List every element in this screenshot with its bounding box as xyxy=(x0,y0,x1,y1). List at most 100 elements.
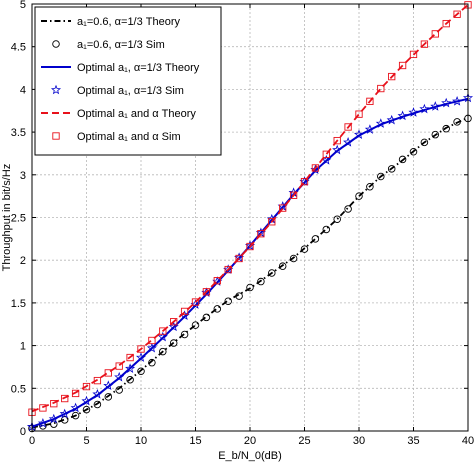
data-point xyxy=(81,395,92,406)
data-point xyxy=(104,369,112,377)
x-axis-label: E_b/N_0(dB) xyxy=(218,450,282,462)
y-tick-label: 3.5 xyxy=(11,127,26,139)
data-point xyxy=(70,402,81,413)
data-point xyxy=(213,277,221,285)
data-point xyxy=(191,298,200,306)
data-point xyxy=(398,61,407,70)
y-tick-label: 5 xyxy=(20,0,26,11)
x-tick-label: 30 xyxy=(353,435,365,447)
data-point xyxy=(114,371,125,382)
data-point xyxy=(289,191,298,199)
legend-item: Optimal a₁, α=1/3 Sim xyxy=(50,84,184,97)
data-point xyxy=(135,352,147,362)
data-point xyxy=(224,297,232,305)
data-point xyxy=(115,362,123,370)
y-tick-label: 1 xyxy=(20,341,26,353)
legend-marker-swatch xyxy=(52,40,60,48)
data-point xyxy=(366,183,374,191)
x-tick-label: 10 xyxy=(135,435,147,447)
legend-item: a₁=0.6, α=1/3 Theory xyxy=(41,16,181,28)
data-point xyxy=(442,19,450,28)
data-point xyxy=(257,277,265,286)
data-point xyxy=(398,155,407,164)
data-point xyxy=(92,388,103,399)
data-point xyxy=(224,265,232,274)
data-point xyxy=(442,124,450,133)
y-tick-label: 2.5 xyxy=(11,213,26,225)
data-point xyxy=(355,110,363,118)
data-point xyxy=(343,137,354,147)
data-point xyxy=(279,204,287,212)
legend-box xyxy=(34,6,222,156)
series-line xyxy=(31,116,469,429)
data-point xyxy=(364,124,375,134)
data-point xyxy=(202,288,211,296)
data-point xyxy=(431,30,439,38)
x-tick-label: 15 xyxy=(189,435,201,447)
data-point xyxy=(202,313,211,322)
data-point xyxy=(278,262,287,270)
x-tick-label: 0 xyxy=(29,435,35,447)
data-point xyxy=(409,50,418,59)
y-axis-label: Throughput in bit/s/Hz xyxy=(1,164,13,272)
data-point xyxy=(322,150,330,158)
data-point xyxy=(104,393,113,401)
data-point xyxy=(386,114,397,125)
data-point xyxy=(431,130,440,139)
data-point xyxy=(159,327,167,335)
legend-label: Optimal a₁ and α Sim xyxy=(77,131,181,143)
data-point xyxy=(452,96,463,106)
y-tick-label: 0 xyxy=(20,426,26,438)
data-point xyxy=(246,242,254,251)
data-point xyxy=(157,331,168,342)
data-point xyxy=(82,405,91,414)
data-point xyxy=(37,417,48,428)
data-point xyxy=(388,72,396,81)
data-point xyxy=(355,192,363,200)
data-point xyxy=(61,394,69,403)
legend-marker-swatch xyxy=(50,84,62,95)
y-tick-label: 4 xyxy=(20,84,26,96)
data-point xyxy=(71,411,80,420)
data-point xyxy=(169,339,178,347)
legend-label: Optimal a₁, α=1/3 Sim xyxy=(77,85,184,97)
legend-label: a₁=0.6, α=1/3 Theory xyxy=(77,16,181,28)
data-point xyxy=(397,110,408,121)
data-point xyxy=(235,292,243,300)
y-tick-label: 1.5 xyxy=(11,298,26,310)
data-point xyxy=(213,305,222,313)
legend-marker-swatch xyxy=(52,132,60,140)
legend-item: Optimal a₁ and α Sim xyxy=(52,131,181,143)
x-tick-label: 40 xyxy=(462,435,474,447)
data-point xyxy=(191,321,200,329)
legend-label: Optimal a₁, α=1/3 Theory xyxy=(77,62,200,74)
data-point xyxy=(289,254,298,263)
data-point xyxy=(148,358,156,367)
data-point xyxy=(420,138,429,147)
data-point xyxy=(50,400,58,408)
series-1 xyxy=(31,116,469,429)
x-tick-label: 35 xyxy=(407,435,419,447)
legend-label: Optimal a₁ and α Theory xyxy=(77,108,196,120)
y-tick-label: 4.5 xyxy=(11,42,26,54)
series-2 xyxy=(28,114,472,433)
data-point xyxy=(93,376,102,385)
data-point xyxy=(126,376,134,384)
data-point xyxy=(235,254,243,263)
data-point xyxy=(159,347,167,356)
data-point xyxy=(48,413,59,424)
data-point xyxy=(333,136,341,145)
data-point xyxy=(420,40,429,48)
data-point xyxy=(59,408,70,419)
data-point xyxy=(137,345,145,353)
data-point xyxy=(353,129,365,139)
data-point xyxy=(39,404,47,412)
x-tick-label: 5 xyxy=(83,435,89,447)
data-point xyxy=(60,416,69,424)
data-point xyxy=(311,235,320,243)
data-point xyxy=(409,147,418,156)
data-point xyxy=(170,318,178,326)
data-point xyxy=(441,97,452,108)
data-point xyxy=(146,342,157,353)
x-tick-label: 20 xyxy=(244,435,256,447)
